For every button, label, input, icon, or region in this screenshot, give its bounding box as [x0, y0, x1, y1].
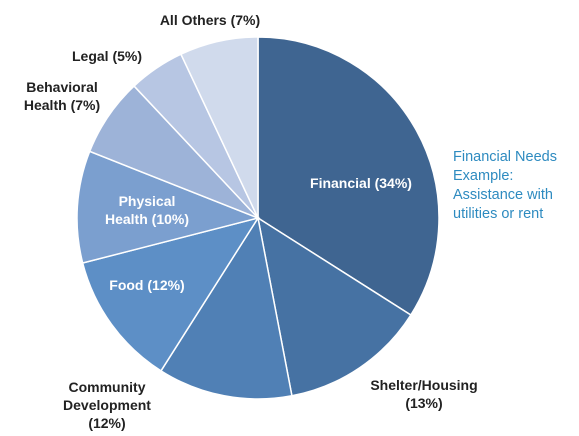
pie-slice: [179, 36, 259, 219]
slice-label: Physical Health (10%): [99, 192, 195, 228]
slice-label: Financial (34%): [281, 174, 441, 192]
pie-slice: [76, 150, 261, 264]
pie-slice: [256, 216, 412, 397]
pie-slice: [159, 215, 293, 400]
annotation: Financial Needs Example: Assistance with…: [453, 149, 557, 222]
pie-slice: [81, 216, 260, 372]
slice-label: Behavioral Health (7%): [14, 78, 110, 114]
slice-label: All Others (7%): [145, 11, 275, 29]
value-label: (34%): [374, 175, 412, 191]
category-label: Behavioral Health: [23, 79, 98, 113]
value-label: (7%): [230, 12, 261, 28]
category-label: Financial: [310, 175, 371, 191]
value-label: (10%): [151, 211, 190, 227]
slice-label: Shelter/Housing (13%): [360, 376, 488, 412]
slice-label: Community Development (12%): [51, 378, 163, 432]
category-label: Physical Health: [104, 193, 176, 227]
category-label: Legal: [71, 48, 109, 64]
value-label: (12%): [88, 415, 126, 431]
category-label: Shelter/Housing: [370, 377, 478, 393]
value-label: (7%): [70, 97, 101, 113]
category-label: Community Development: [63, 379, 151, 413]
category-label: All Others: [159, 12, 227, 28]
value-label: (13%): [405, 395, 443, 411]
slice-label: Legal (5%): [52, 47, 162, 65]
value-label: (12%): [147, 277, 185, 293]
category-label: Food: [109, 277, 144, 293]
pie-slice: [257, 36, 440, 317]
slice-label: Food (12%): [87, 276, 207, 294]
value-label: (5%): [112, 48, 143, 64]
